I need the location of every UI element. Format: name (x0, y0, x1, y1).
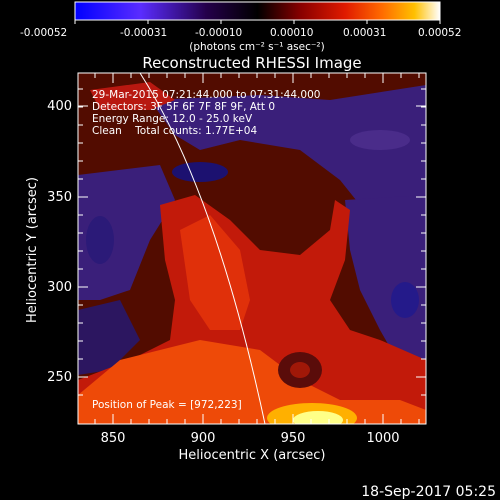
image-panel: 29-Mar-2015 07:21:44.000 to 07:31:44.000… (77, 72, 427, 425)
colorbar-tick-label-5: 0.00031 (343, 27, 386, 39)
y-tick-label-250: 250 (47, 370, 72, 385)
peak-position-label: Position of Peak = [972,223] (92, 399, 242, 411)
axis-ticks (78, 73, 426, 424)
purple-region-right (345, 195, 426, 365)
blue-spot-right (391, 282, 419, 318)
dark-ring-center (290, 362, 310, 378)
colorbar-gradient (74, 1, 441, 21)
info-line-energy: Energy Range: 12.0 - 25.0 keV (92, 113, 253, 125)
y-tick-label-300: 300 (47, 280, 72, 295)
y-tick-label-400: 400 (47, 99, 72, 114)
info-line-detectors: Detectors: 3F 5F 6F 7F 8F 9F, Att 0 (92, 101, 275, 113)
colorbar-ticks (74, 20, 441, 24)
colorbar-tick-label-6: 0.00052 (418, 27, 461, 39)
x-tick-label-850: 850 (101, 431, 126, 446)
x-tick-label-950: 950 (281, 431, 306, 446)
x-tick-label-1000: 1000 (366, 431, 399, 446)
violet-spot-top-right (350, 130, 410, 150)
info-line-time: 29-Mar-2015 07:21:44.000 to 07:31:44.000 (92, 89, 320, 101)
x-tick-label-900: 900 (191, 431, 216, 446)
image-title: Reconstructed RHESSI Image (142, 54, 361, 72)
colorbar-tick-label-1: -0.00052 (20, 27, 67, 39)
dark-blue-spot-top (172, 162, 228, 182)
orange-emission-bottom (78, 340, 426, 424)
orange-emission-center (180, 215, 250, 330)
y-axis-title: Heliocentric Y (arcsec) (25, 177, 40, 323)
colorbar: -0.00052 -0.00031 -0.00010 0.00010 0.000… (20, 1, 461, 53)
colorbar-tick-label-3: -0.00010 (195, 27, 242, 39)
y-tick-label-350: 350 (47, 190, 72, 205)
info-line-clean: Clean Total counts: 1.77E+04 (92, 125, 257, 137)
red-emission-top-left (90, 82, 175, 110)
blue-spot-left (86, 216, 114, 264)
colorbar-tick-label-2: -0.00031 (120, 27, 167, 39)
purple-region-left (78, 165, 175, 300)
peak-emission-core (293, 411, 343, 424)
x-axis-title: Heliocentric X (arcsec) (179, 448, 326, 463)
colorbar-tick-label-4: 0.00010 (270, 27, 313, 39)
generation-date-stamp: 18-Sep-2017 05:25 (361, 484, 496, 500)
purple-region-top (150, 85, 426, 205)
heatmap (78, 73, 426, 424)
colorbar-unit-label: (photons cm⁻² s⁻¹ asec⁻²) (189, 41, 324, 53)
plot-frame (77, 72, 427, 425)
purple-region-lower-left (78, 300, 140, 375)
solar-limb-line (139, 73, 266, 424)
